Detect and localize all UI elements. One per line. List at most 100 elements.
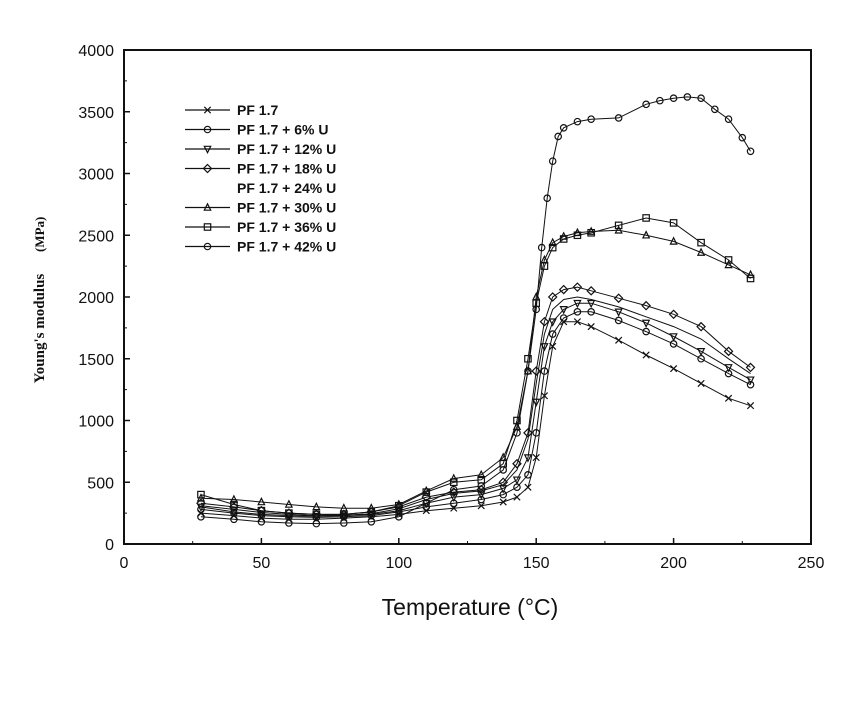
data-point bbox=[587, 308, 595, 316]
legend-label: PF 1.7 + 30% U bbox=[237, 200, 336, 216]
data-point bbox=[745, 362, 756, 373]
data-point bbox=[524, 483, 532, 491]
data-point bbox=[696, 348, 706, 357]
data-point bbox=[548, 237, 557, 246]
data-point bbox=[642, 214, 650, 222]
data-point bbox=[573, 308, 582, 316]
data-point bbox=[613, 293, 624, 304]
data-point bbox=[499, 498, 507, 506]
legend-marker bbox=[202, 163, 213, 174]
y-tick-label: 4000 bbox=[78, 43, 114, 60]
series-line bbox=[200, 296, 751, 517]
legend-entry: PF 1.7 + 6% U bbox=[185, 122, 328, 138]
series-line bbox=[200, 229, 751, 509]
data-point bbox=[499, 466, 508, 474]
x-tick-label: 100 bbox=[385, 555, 412, 572]
data-point bbox=[477, 495, 486, 504]
data-point bbox=[548, 243, 557, 252]
data-point bbox=[554, 132, 562, 141]
data-point bbox=[196, 503, 206, 512]
legend-label: PF 1.7 + 36% U bbox=[237, 219, 336, 235]
data-point bbox=[257, 511, 266, 520]
data-point bbox=[197, 505, 205, 514]
y-axis-ticks: 0 500 1000 1500 2000 2500 3000 3500 4000 bbox=[78, 43, 130, 554]
data-point bbox=[285, 519, 293, 527]
data-point bbox=[449, 485, 458, 494]
data-point bbox=[498, 477, 509, 488]
data-point bbox=[669, 365, 678, 373]
series-4 bbox=[196, 282, 756, 520]
data-point bbox=[724, 259, 733, 269]
data-point bbox=[449, 493, 458, 503]
data-point bbox=[422, 488, 431, 496]
data-point bbox=[394, 499, 403, 508]
series-line bbox=[200, 321, 751, 520]
legend-entry: PF 1.7 + 30% U bbox=[185, 200, 336, 216]
data-point bbox=[513, 416, 521, 425]
y-tick-label: 500 bbox=[87, 475, 114, 492]
data-point bbox=[523, 454, 533, 463]
x-tick-label: 200 bbox=[660, 555, 687, 572]
data-point bbox=[524, 471, 532, 479]
data-point bbox=[573, 318, 582, 326]
y-tick-label: 1000 bbox=[78, 414, 114, 431]
y-axis-title-main: Young's modulus bbox=[32, 274, 48, 384]
data-point bbox=[746, 147, 755, 156]
legend-label: PF 1.7 + 18% U bbox=[237, 161, 336, 177]
data-point bbox=[543, 194, 551, 203]
data-point bbox=[614, 114, 623, 122]
legend-entry: PF 1.7 + 24% U bbox=[237, 180, 336, 196]
data-point bbox=[587, 323, 595, 331]
data-point bbox=[513, 493, 521, 501]
series-line bbox=[200, 217, 751, 515]
data-point bbox=[586, 299, 596, 309]
x-tick-label: 250 bbox=[798, 555, 825, 572]
data-point bbox=[449, 473, 458, 482]
data-point bbox=[395, 501, 403, 510]
data-point bbox=[738, 133, 747, 142]
legend-label: PF 1.7 + 24% U bbox=[237, 180, 336, 196]
data-point bbox=[668, 309, 679, 320]
data-point bbox=[669, 94, 678, 102]
data-point bbox=[285, 509, 293, 517]
data-point bbox=[532, 398, 541, 408]
data-point bbox=[367, 517, 376, 526]
legend-label: PF 1.7 + 42% U bbox=[237, 239, 336, 255]
data-point bbox=[230, 500, 238, 509]
data-point bbox=[615, 336, 623, 344]
legend-entry: PF 1.7 bbox=[185, 102, 278, 118]
data-point bbox=[586, 285, 597, 296]
series-8 bbox=[197, 93, 755, 528]
data-point bbox=[696, 321, 706, 332]
data-point bbox=[537, 243, 546, 252]
data-point bbox=[697, 379, 705, 388]
data-point bbox=[746, 269, 755, 279]
data-point bbox=[586, 226, 596, 235]
data-point bbox=[614, 221, 623, 230]
x-axis-ticks: 0 50 100 150 200 250 bbox=[120, 538, 825, 572]
data-point bbox=[230, 515, 238, 524]
y-axis-title: Young's modulus (MPa) bbox=[32, 217, 48, 384]
y-tick-label: 2000 bbox=[78, 290, 114, 307]
series-6 bbox=[196, 225, 755, 512]
data-point bbox=[746, 274, 755, 283]
data-point bbox=[614, 225, 623, 234]
data-point bbox=[587, 228, 595, 237]
data-point bbox=[229, 494, 239, 503]
data-point bbox=[669, 219, 678, 227]
data-point bbox=[312, 501, 321, 511]
series-2 bbox=[197, 308, 755, 522]
legend-label: PF 1.7 + 12% U bbox=[237, 141, 336, 157]
data-point bbox=[540, 392, 549, 400]
legend-entry: PF 1.7 + 42% U bbox=[185, 239, 336, 255]
y-tick-label: 3500 bbox=[78, 105, 114, 122]
plot-frame bbox=[123, 49, 812, 545]
series-5 bbox=[200, 296, 751, 517]
legend-marker bbox=[203, 202, 212, 211]
x-axis-title: Temperature (°C) bbox=[382, 594, 559, 620]
data-point bbox=[284, 499, 294, 508]
legend: PF 1.7 PF 1.7 + 6% U PF 1.7 + 12% U PF 1.7 … bbox=[185, 102, 336, 255]
data-point bbox=[573, 231, 582, 240]
data-point bbox=[539, 316, 550, 327]
data-point bbox=[641, 300, 651, 311]
